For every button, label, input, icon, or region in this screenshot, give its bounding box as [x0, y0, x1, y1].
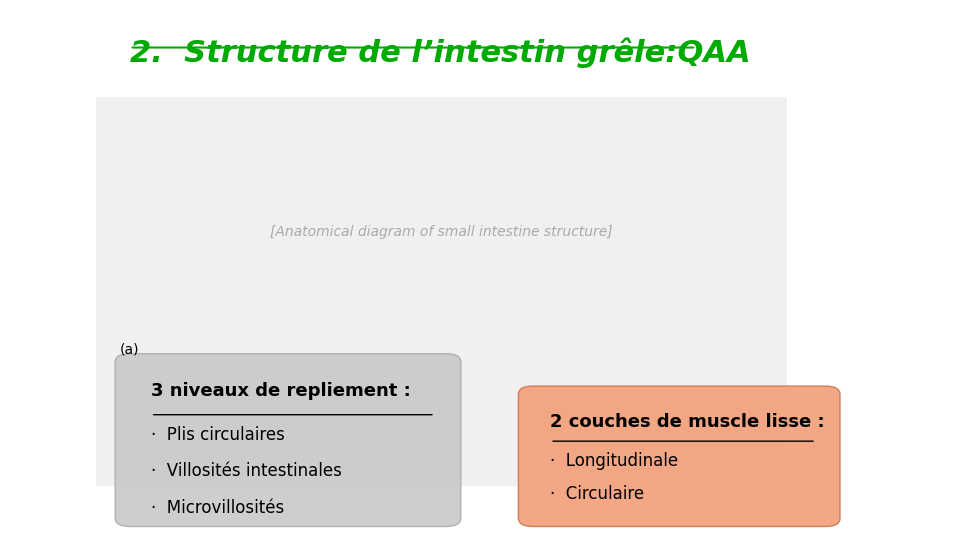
Text: 2.  Structure de l’intestin grêle:QAA: 2. Structure de l’intestin grêle:QAA — [130, 38, 750, 68]
Text: ·  Villosités intestinales: · Villosités intestinales — [151, 462, 342, 480]
FancyBboxPatch shape — [96, 97, 787, 486]
Text: 3 niveaux de repliement :: 3 niveaux de repliement : — [151, 382, 411, 400]
Text: ·  Microvillosités: · Microvillosités — [151, 499, 284, 517]
Text: ·  Plis circulaires: · Plis circulaires — [151, 426, 284, 443]
Text: ·  Circulaire: · Circulaire — [550, 485, 644, 503]
Text: 2 couches de muscle lisse :: 2 couches de muscle lisse : — [550, 413, 825, 431]
Text: ·  Longitudinale: · Longitudinale — [550, 452, 678, 470]
FancyBboxPatch shape — [115, 354, 461, 526]
Text: (a): (a) — [120, 343, 139, 357]
Text: [Anatomical diagram of small intestine structure]: [Anatomical diagram of small intestine s… — [271, 225, 612, 239]
FancyBboxPatch shape — [518, 386, 840, 526]
